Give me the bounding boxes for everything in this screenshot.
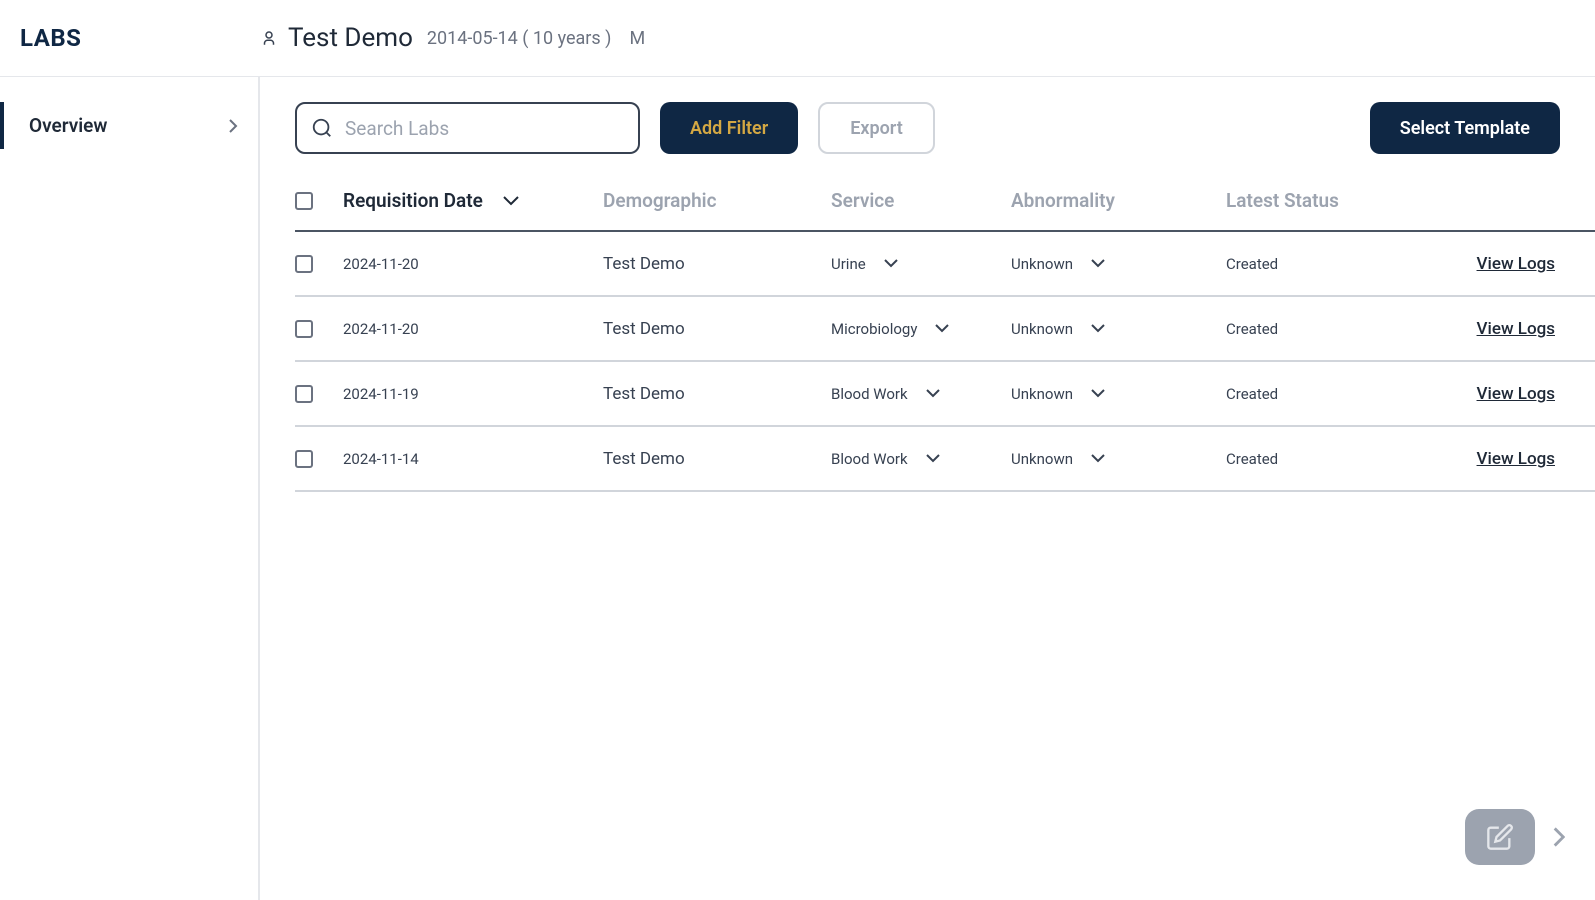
patient-name: Test Demo (288, 23, 413, 53)
fab-group (1465, 809, 1565, 865)
cell-status: Created (1226, 385, 1451, 403)
cell-service[interactable]: Blood Work (831, 385, 1011, 403)
cell-abnormality[interactable]: Unknown (1011, 255, 1226, 273)
search-input[interactable] (295, 102, 640, 154)
cell-status: Created (1226, 320, 1451, 338)
cell-demographic: Test Demo (603, 254, 831, 274)
abnormality-label: Unknown (1011, 320, 1073, 338)
cell-demographic: Test Demo (603, 384, 831, 404)
brand-label: LABS (20, 24, 260, 52)
row-checkbox[interactable] (295, 320, 313, 338)
abnormality-label: Unknown (1011, 385, 1073, 403)
cell-date: 2024-11-14 (343, 450, 603, 468)
view-logs-link[interactable]: View Logs (1477, 384, 1555, 404)
search-icon (311, 117, 333, 139)
cell-demographic: Test Demo (603, 449, 831, 469)
view-logs-link[interactable]: View Logs (1477, 449, 1555, 469)
toolbar: Add Filter Export Select Template (295, 102, 1595, 154)
sidebar: Overview (0, 77, 260, 900)
patient-dob: 2014-05-14 ( 10 years ) (427, 28, 612, 49)
chevron-right-icon (228, 119, 238, 133)
service-label: Urine (831, 255, 866, 273)
th-requisition-date-label: Requisition Date (343, 189, 483, 212)
cell-abnormality[interactable]: Unknown (1011, 450, 1226, 468)
cell-abnormality[interactable]: Unknown (1011, 385, 1226, 403)
search-wrapper (295, 102, 640, 154)
select-template-button[interactable]: Select Template (1370, 102, 1560, 154)
row-checkbox[interactable] (295, 385, 313, 403)
labs-table: Requisition Date Demographic Service Abn… (295, 189, 1595, 492)
row-checkbox[interactable] (295, 255, 313, 273)
cell-date: 2024-11-20 (343, 320, 603, 338)
chevron-down-icon (926, 454, 940, 463)
table-row: 2024-11-19 Test Demo Blood Work Unknown … (295, 362, 1595, 427)
th-requisition-date[interactable]: Requisition Date (343, 189, 603, 212)
cell-service[interactable]: Urine (831, 255, 1011, 273)
cell-date: 2024-11-20 (343, 255, 603, 273)
cell-service[interactable]: Microbiology (831, 320, 1011, 338)
table-row: 2024-11-20 Test Demo Urine Unknown Creat… (295, 232, 1595, 297)
chevron-down-icon (1091, 259, 1105, 268)
sidebar-item-overview[interactable]: Overview (0, 102, 258, 149)
service-label: Blood Work (831, 385, 908, 403)
service-label: Blood Work (831, 450, 908, 468)
view-logs-link[interactable]: View Logs (1477, 254, 1555, 274)
th-latest-status[interactable]: Latest Status (1226, 189, 1451, 212)
row-checkbox[interactable] (295, 450, 313, 468)
cell-status: Created (1226, 450, 1451, 468)
th-service[interactable]: Service (831, 189, 1011, 212)
chevron-down-icon (1091, 389, 1105, 398)
patient-info: Test Demo 2014-05-14 ( 10 years ) M (260, 23, 645, 53)
chevron-down-icon (1091, 454, 1105, 463)
chevron-down-icon (884, 259, 898, 268)
sidebar-item-label: Overview (29, 114, 107, 137)
chevron-down-icon (503, 196, 519, 206)
th-abnormality[interactable]: Abnormality (1011, 189, 1226, 212)
patient-sex: M (629, 28, 645, 49)
table-header: Requisition Date Demographic Service Abn… (295, 189, 1595, 232)
chevron-down-icon (1091, 324, 1105, 333)
person-icon (260, 28, 278, 48)
cell-abnormality[interactable]: Unknown (1011, 320, 1226, 338)
abnormality-label: Unknown (1011, 450, 1073, 468)
th-demographic[interactable]: Demographic (603, 189, 831, 212)
add-filter-button[interactable]: Add Filter (660, 102, 798, 154)
fab-chevron-right-icon[interactable] (1553, 827, 1565, 847)
cell-demographic: Test Demo (603, 319, 831, 339)
header: LABS Test Demo 2014-05-14 ( 10 years ) M (0, 0, 1595, 77)
view-logs-link[interactable]: View Logs (1477, 319, 1555, 339)
table-row: 2024-11-20 Test Demo Microbiology Unknow… (295, 297, 1595, 362)
chevron-down-icon (935, 324, 949, 333)
chevron-down-icon (926, 389, 940, 398)
cell-status: Created (1226, 255, 1451, 273)
edit-icon (1486, 823, 1514, 851)
service-label: Microbiology (831, 320, 917, 338)
export-button[interactable]: Export (818, 102, 935, 154)
main-content: Add Filter Export Select Template Requis… (260, 77, 1595, 900)
abnormality-label: Unknown (1011, 255, 1073, 273)
cell-date: 2024-11-19 (343, 385, 603, 403)
cell-service[interactable]: Blood Work (831, 450, 1011, 468)
edit-fab-button[interactable] (1465, 809, 1535, 865)
select-all-checkbox[interactable] (295, 192, 313, 210)
table-row: 2024-11-14 Test Demo Blood Work Unknown … (295, 427, 1595, 492)
